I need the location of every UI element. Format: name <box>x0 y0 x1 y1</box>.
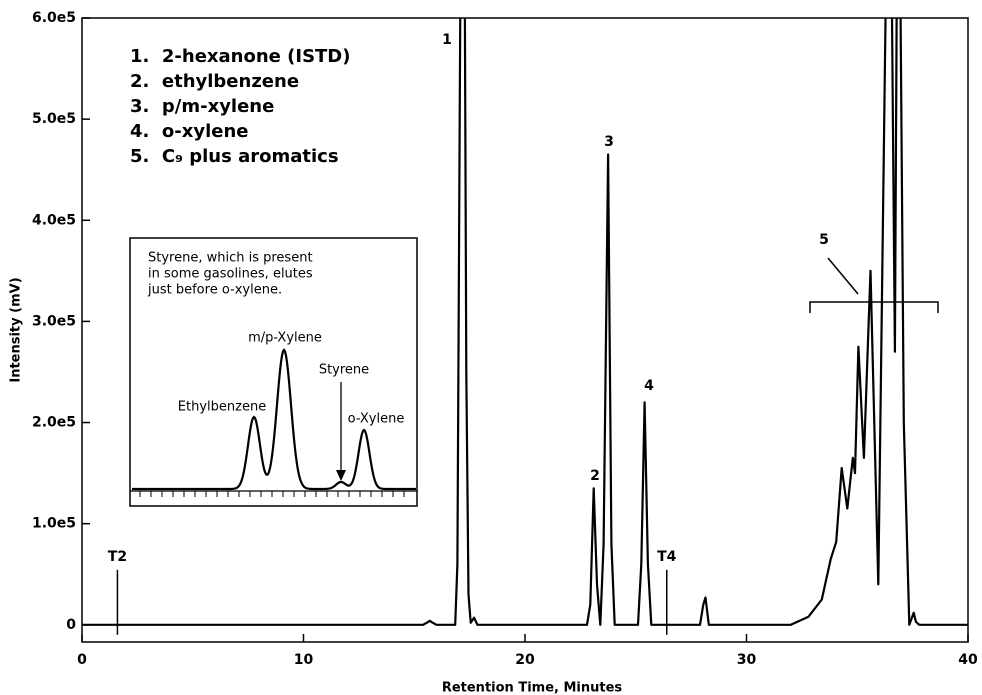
peak-label: 3 <box>604 134 614 150</box>
legend-item: 2. ethylbenzene <box>130 71 299 92</box>
peak-label: 5 <box>819 232 829 248</box>
y-tick-label: 4.0e5 <box>32 212 76 228</box>
marker-label: T4 <box>657 549 677 565</box>
marker-label: T2 <box>108 549 127 565</box>
inset-text: just before o-xylene. <box>147 283 282 298</box>
x-tick-label: 40 <box>958 652 978 668</box>
inset-label: o-Xylene <box>348 412 405 427</box>
group-bracket <box>809 257 939 313</box>
x-axis-label: Retention Time, Minutes <box>442 681 623 695</box>
x-tick-label: 0 <box>77 652 87 668</box>
inset-arrowhead <box>336 470 346 481</box>
legend-item: 4. o-xylene <box>130 121 248 142</box>
legend-item: 1. 2-hexanone (ISTD) <box>130 46 350 67</box>
y-axis-label: Intensity (mV) <box>9 277 24 382</box>
inset-text: Styrene, which is present <box>148 251 313 266</box>
inset-label: m/p-Xylene <box>248 331 322 346</box>
y-tick-label: 1.0e5 <box>32 516 76 532</box>
y-tick-label: 6.0e5 <box>32 10 76 26</box>
inset-box <box>129 237 418 507</box>
inset-text: in some gasolines, elutes <box>148 267 313 282</box>
inset-label: Ethylbenzene <box>178 400 266 415</box>
inset-label: Styrene <box>319 363 369 378</box>
x-tick-label: 10 <box>294 652 314 668</box>
peak-label: 4 <box>644 378 654 394</box>
legend-item: 5. C₉ plus aromatics <box>130 146 339 167</box>
legend-item: 3. p/m-xylene <box>130 96 274 117</box>
inset-plot <box>132 348 416 497</box>
y-tick-label: 3.0e5 <box>32 313 76 329</box>
x-tick-label: 20 <box>515 652 535 668</box>
y-tick-label: 0 <box>66 617 76 633</box>
inset-trace <box>132 348 416 491</box>
x-tick-label: 30 <box>737 652 757 668</box>
y-tick-label: 5.0e5 <box>32 111 76 127</box>
trace <box>82 18 968 626</box>
y-tick-label: 2.0e5 <box>32 415 76 431</box>
peak-label: 1 <box>442 32 452 48</box>
peak-label: 2 <box>590 468 600 484</box>
